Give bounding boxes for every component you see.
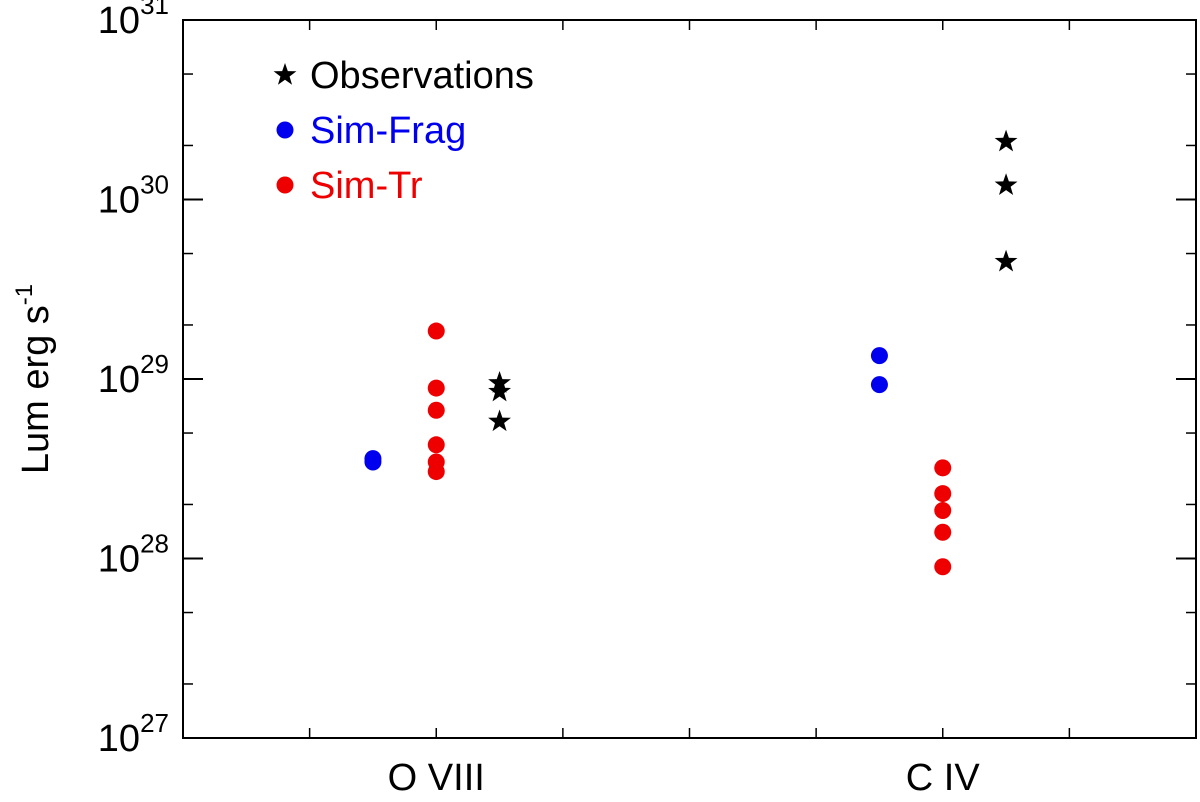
y-axis-label-text: Lum erg s [15, 305, 57, 474]
axis-ticks [183, 19, 1196, 739]
data-point-circle [427, 379, 445, 397]
x-tick-label: O VIII [388, 757, 485, 799]
y-tick-base: 10 [98, 718, 140, 760]
x-tick-labels: O VIII C IV [388, 757, 981, 799]
legend-label: Sim-Tr [310, 165, 423, 207]
y-axis-label: Lum erg s-1 [11, 284, 57, 474]
data-point-circle [870, 376, 888, 394]
legend-marker-circle [276, 176, 294, 194]
y-tick-label: 1028 [98, 529, 169, 581]
y-tick-base: 10 [98, 359, 140, 401]
y-tick-exponent: 31 [140, 0, 169, 20]
data-point-circle [364, 453, 382, 471]
y-tick-base: 10 [98, 539, 140, 581]
legend: Observations Sim-Frag Sim-Tr [273, 55, 534, 207]
y-tick-label: 1027 [98, 708, 169, 760]
y-tick-exponent: 30 [140, 170, 169, 200]
data-point-circle [934, 558, 952, 576]
data-point-circle [427, 463, 445, 481]
data-point-circle [427, 322, 445, 340]
data-point-circle [934, 485, 952, 503]
y-tick-label: 1029 [98, 349, 169, 401]
legend-label: Sim-Frag [310, 110, 466, 152]
y-tick-base: 10 [98, 180, 140, 222]
data-point-star [994, 249, 1018, 272]
x-tick-label: C IV [906, 757, 981, 799]
data-point-circle [427, 401, 445, 419]
data-point-star [994, 173, 1018, 195]
y-tick-label: 1031 [98, 0, 169, 42]
data-points [364, 129, 1018, 576]
data-point-circle [934, 459, 952, 477]
data-point-circle [427, 436, 445, 454]
y-tick-exponent: 27 [140, 708, 169, 738]
y-tick-exponent: 29 [140, 349, 169, 379]
legend-marker-star [273, 63, 297, 85]
y-tick-label: 1030 [98, 170, 169, 222]
y-axis-label-superscript: -1 [11, 284, 38, 305]
data-point-circle [934, 523, 952, 541]
legend-marker-circle [276, 121, 294, 139]
data-point-star [994, 129, 1018, 152]
data-point-star [488, 379, 511, 402]
data-point-star [488, 409, 511, 432]
y-tick-base: 10 [98, 0, 140, 42]
data-point-circle [870, 347, 888, 365]
y-tick-exponent: 28 [140, 529, 169, 559]
data-point-circle [934, 502, 952, 520]
legend-label: Observations [310, 55, 534, 97]
